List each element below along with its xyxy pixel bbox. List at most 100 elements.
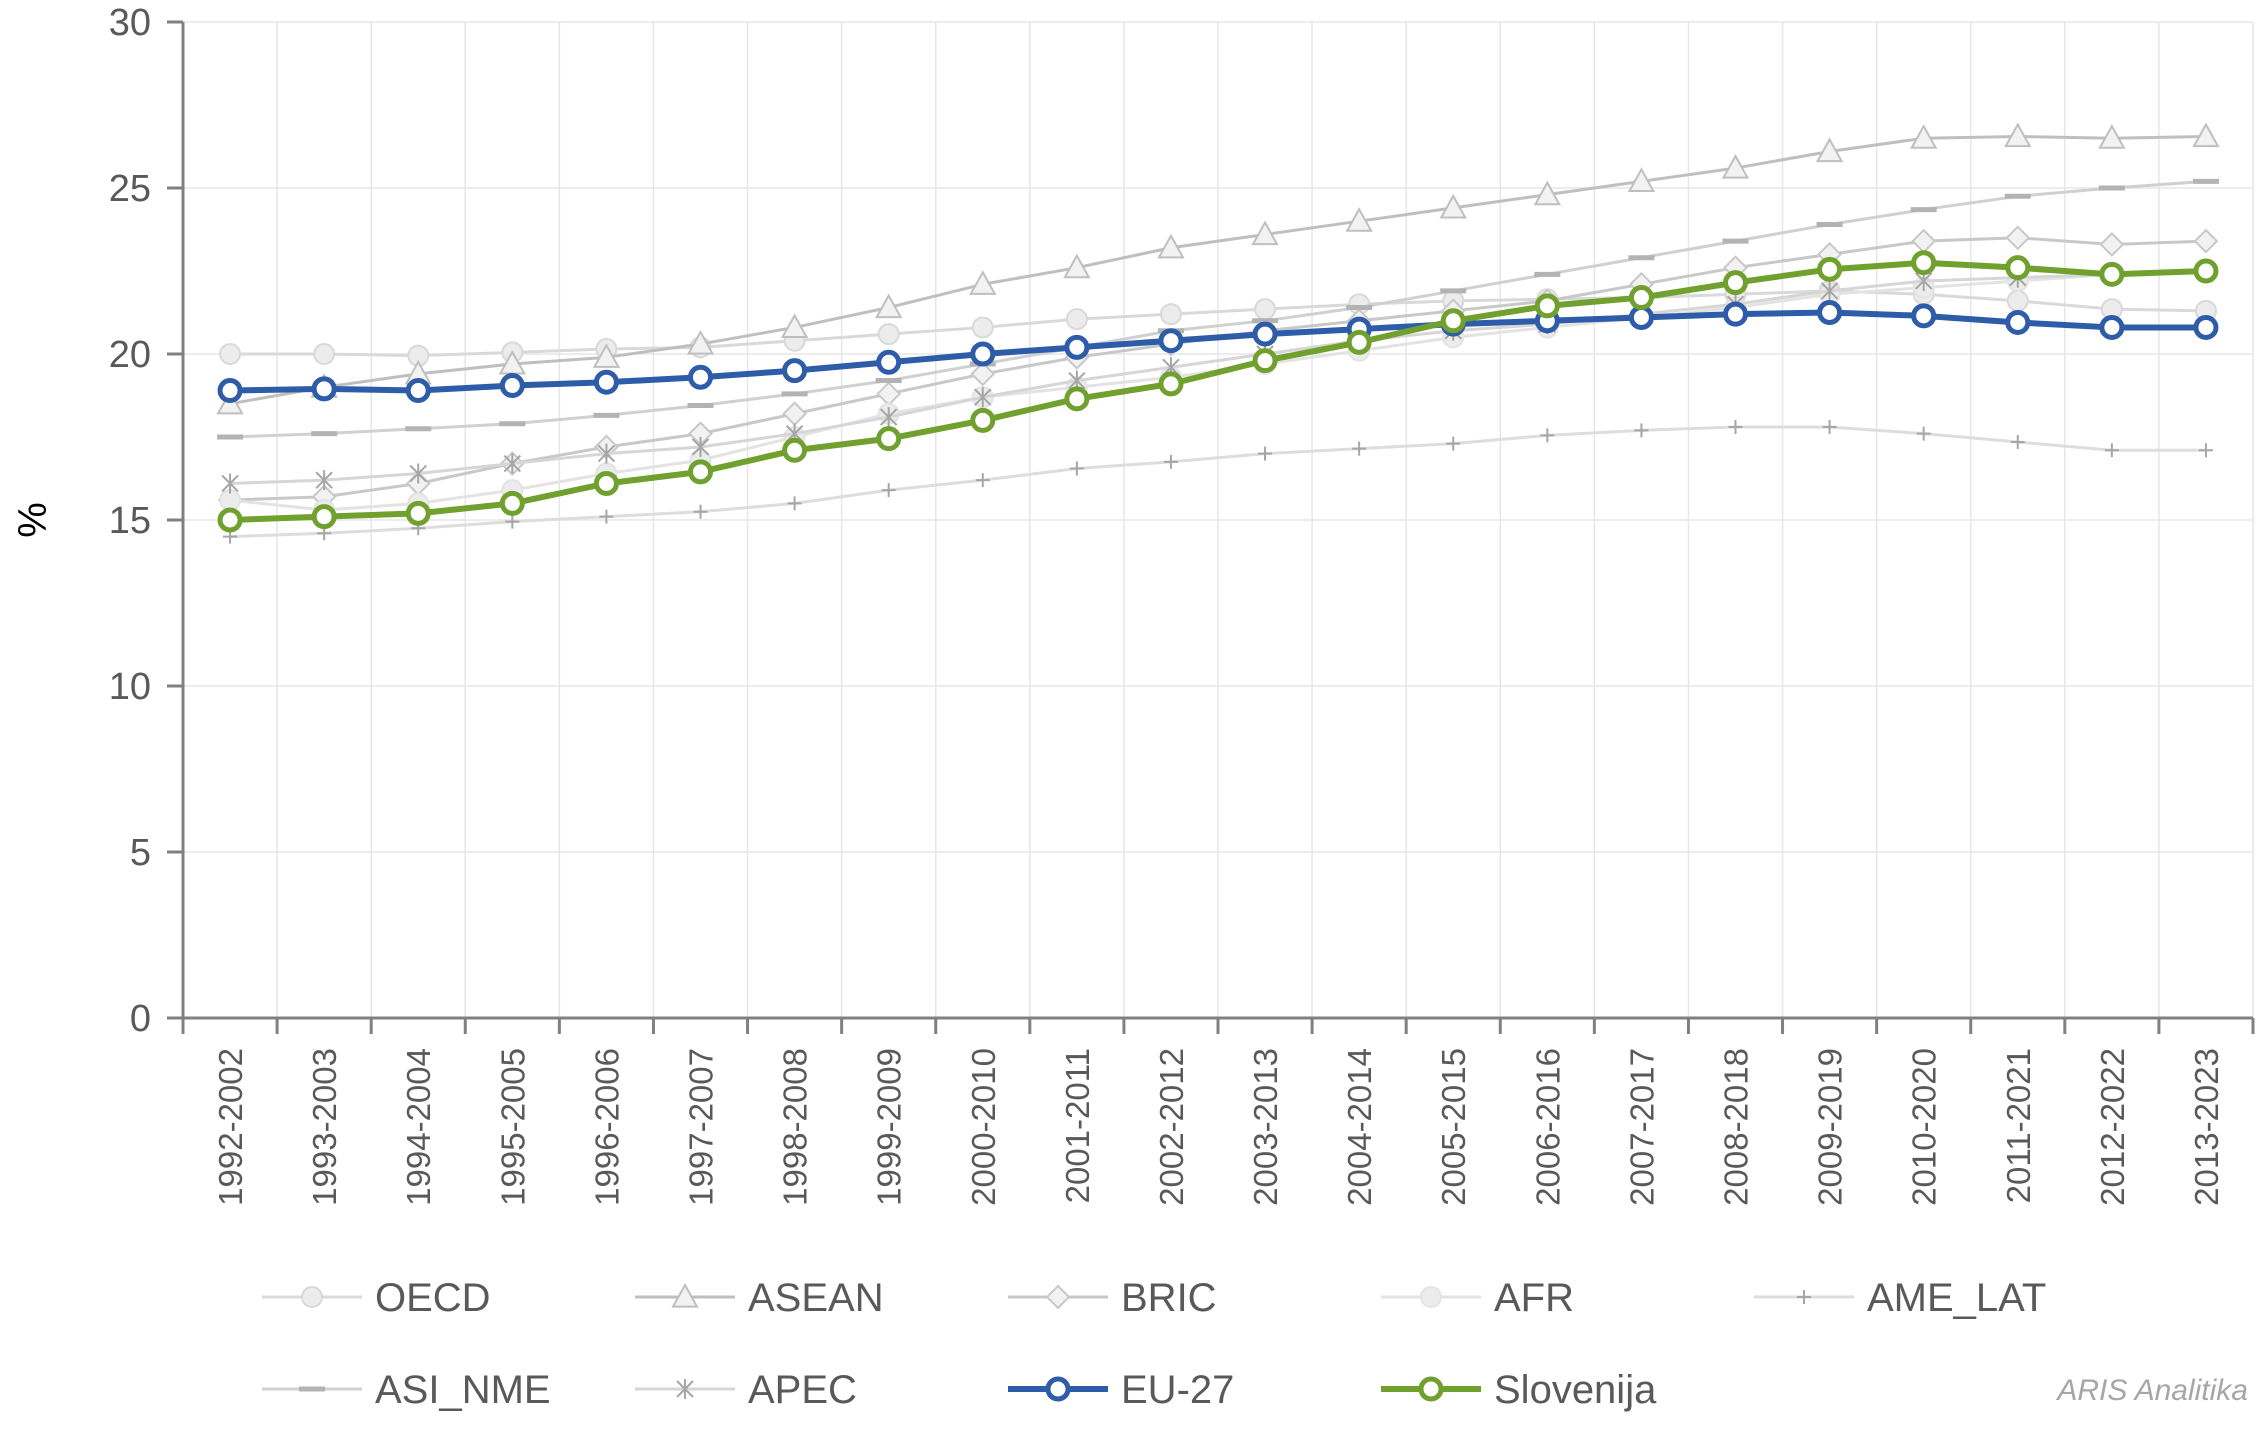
data-point bbox=[1533, 180, 1562, 206]
data-point bbox=[315, 470, 333, 491]
series-line bbox=[229, 269, 2207, 485]
x-tick-label: 1997-2007 bbox=[683, 1048, 720, 1206]
data-point bbox=[874, 293, 903, 319]
axes: 0 5 10 15 20 25 30 1992-2002 1993-2003 1994-2004 1… bbox=[109, 2, 2255, 1206]
y-tick-label: 30 bbox=[109, 2, 151, 44]
x-tick-label: 1996-2006 bbox=[588, 1048, 625, 1206]
data-point bbox=[405, 500, 431, 526]
legend-marker bbox=[301, 1286, 323, 1308]
x-tick-label: 1993-2003 bbox=[306, 1048, 343, 1206]
legend-label: OECD bbox=[375, 1276, 491, 1320]
data-point bbox=[693, 504, 708, 519]
data-point bbox=[970, 361, 996, 387]
data-point bbox=[1252, 321, 1278, 347]
data-point bbox=[219, 343, 242, 365]
data-point bbox=[592, 343, 621, 368]
legend-item: BRIC bbox=[1008, 1276, 1217, 1320]
data-point bbox=[1911, 250, 1937, 276]
data-point bbox=[1817, 300, 1843, 325]
data-point bbox=[688, 459, 713, 485]
legend-marker bbox=[1418, 1376, 1444, 1402]
data-point bbox=[969, 270, 997, 295]
y-tick-label: 20 bbox=[109, 334, 151, 376]
data-point bbox=[2099, 232, 2125, 257]
x-tick-label: 2007-2017 bbox=[1623, 1048, 1660, 1206]
data-point bbox=[1628, 304, 1654, 330]
series-line bbox=[230, 289, 2206, 358]
y-tick-label: 15 bbox=[109, 500, 151, 542]
legend-item: ASI_NME bbox=[262, 1368, 551, 1412]
y-tick-label: 10 bbox=[109, 666, 151, 708]
data-point bbox=[1159, 303, 1182, 326]
legend-label: BRIC bbox=[1121, 1276, 1217, 1320]
data-point bbox=[1439, 193, 1467, 219]
legend-item: APEC bbox=[635, 1368, 857, 1412]
data-point bbox=[881, 483, 896, 498]
x-tick-label: 1999-2009 bbox=[871, 1048, 908, 1206]
data-point bbox=[782, 401, 808, 427]
data-point bbox=[499, 490, 525, 516]
data-point bbox=[876, 426, 902, 452]
data-point bbox=[970, 341, 996, 367]
data-point bbox=[1069, 461, 1084, 476]
data-point bbox=[1627, 167, 1656, 192]
x-tick-label: 2009-2019 bbox=[1812, 1048, 1849, 1206]
y-tick-label: 0 bbox=[130, 998, 151, 1040]
data-point bbox=[686, 329, 715, 355]
legend: OECD ASEAN BRIC AFR AME_LAT ASI_NME APEC EU-27 S… bbox=[262, 1276, 2046, 1412]
data-point bbox=[2006, 289, 2029, 312]
data-point bbox=[2004, 122, 2032, 148]
watermark: ARIS Analitika bbox=[2055, 1374, 2248, 1407]
data-point bbox=[877, 323, 900, 346]
data-point bbox=[1157, 233, 1185, 259]
series-line bbox=[229, 309, 2206, 394]
data-point bbox=[879, 407, 898, 428]
data-point bbox=[2193, 258, 2219, 284]
data-point bbox=[1721, 154, 1750, 179]
legend-item: AFR bbox=[1381, 1276, 1574, 1320]
data-point bbox=[1345, 207, 1373, 232]
legend-marker bbox=[1420, 1286, 1442, 1308]
data-point bbox=[311, 504, 337, 530]
data-point bbox=[975, 473, 990, 488]
data-point bbox=[2005, 225, 2031, 251]
series-asean bbox=[216, 122, 2220, 415]
data-point bbox=[1534, 293, 1560, 319]
data-point bbox=[1815, 137, 1844, 163]
data-point bbox=[1252, 348, 1278, 374]
data-point bbox=[1820, 280, 1839, 301]
legend-marker bbox=[1045, 1376, 1071, 1402]
x-tick-label: 1992-2002 bbox=[212, 1048, 249, 1206]
legend-label: AME_LAT bbox=[1867, 1276, 2046, 1320]
x-tick-label: 1994-2004 bbox=[400, 1048, 437, 1206]
x-tick-label: 1998-2008 bbox=[777, 1048, 814, 1206]
legend-label: Slovenija bbox=[1494, 1368, 1657, 1412]
x-tick-label: 2004-2014 bbox=[1341, 1048, 1378, 1206]
data-point bbox=[970, 407, 996, 433]
legend-marker bbox=[676, 1379, 694, 1399]
data-point bbox=[876, 381, 902, 407]
data-point bbox=[1628, 285, 1654, 311]
x-tick-label: 2001-2011 bbox=[1059, 1048, 1096, 1203]
legend-label: APEC bbox=[748, 1368, 857, 1412]
x-tick-label: 2010-2020 bbox=[1906, 1048, 1943, 1206]
data-point bbox=[217, 378, 243, 404]
data-point bbox=[1916, 426, 1931, 441]
legend-item: ASEAN bbox=[635, 1276, 884, 1320]
x-tick-label: 2002-2012 bbox=[1153, 1048, 1190, 1206]
data-point bbox=[1822, 420, 1837, 435]
legend-marker bbox=[1797, 1290, 1811, 1304]
data-point bbox=[2193, 314, 2219, 340]
data-point bbox=[971, 316, 994, 339]
data-point bbox=[593, 369, 619, 395]
series-line bbox=[229, 135, 2206, 406]
data-point bbox=[782, 358, 808, 384]
data-point bbox=[1723, 301, 1748, 327]
data-point bbox=[2198, 443, 2213, 458]
data-point bbox=[2005, 309, 2031, 335]
data-point bbox=[313, 343, 336, 365]
data-point bbox=[1163, 454, 1178, 469]
data-point bbox=[974, 387, 992, 408]
data-point bbox=[2192, 122, 2220, 148]
